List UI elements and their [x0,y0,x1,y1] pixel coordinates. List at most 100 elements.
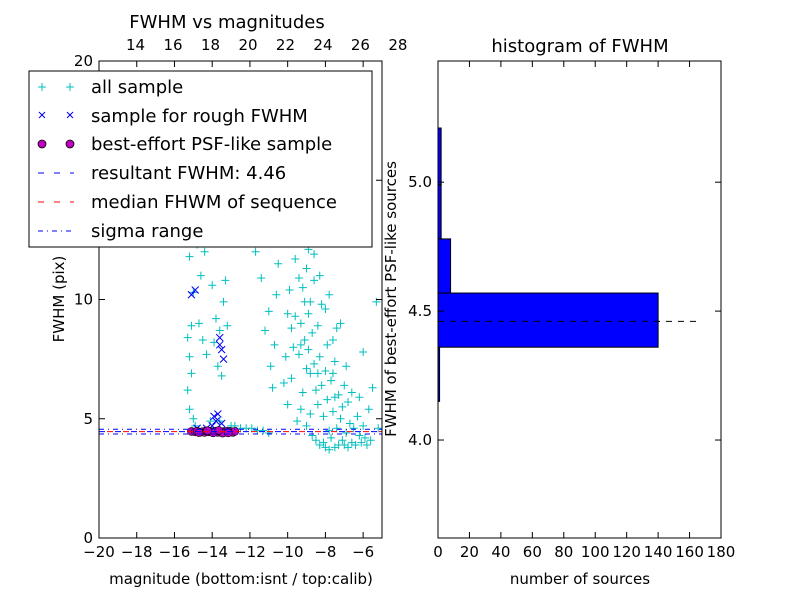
data-point [293,417,302,426]
x-tick-label: −8 [314,543,336,561]
data-point [355,393,364,402]
data-point [342,362,351,371]
data-point [257,274,266,283]
legend-entry-sigma: sigma range [38,221,203,242]
data-point [213,362,222,371]
data-point [183,333,192,342]
x-tick-label: 120 [612,543,641,561]
histogram-axes-frame [437,60,722,539]
data-point [313,369,322,378]
top-tick-label: 16 [163,36,182,54]
legend-box [28,70,373,248]
x-tick-label: 160 [675,543,704,561]
data-point [359,421,368,430]
top-tick-label: 20 [238,36,257,54]
data-point [353,412,362,421]
data-point [272,290,281,299]
data-point [210,412,218,421]
legend-marker-circle [37,139,75,149]
scatter-title: FWHM vs magnitudes [129,12,324,33]
data-point [270,340,279,349]
x-tick-label: −20 [83,543,115,561]
data-point [215,333,224,342]
data-point [302,264,311,273]
x-tick-label: −10 [272,543,304,561]
data-point [196,271,205,280]
data-point [198,336,207,345]
data-point [327,376,336,385]
data-point [261,326,270,335]
data-point [317,381,326,390]
data-point [325,426,334,435]
data-point [308,431,317,440]
y-tick-label: 20 [74,52,93,70]
x-tick-label: −6 [352,543,374,561]
data-point [319,438,328,447]
data-point [259,426,268,435]
legend-label: all sample [91,77,183,98]
data-point [208,281,217,290]
data-point [217,345,226,354]
data-point [251,247,260,256]
data-point [368,383,377,392]
data-point [310,250,319,259]
legend: all sample sample for rough FWHM best-ef… [28,70,373,248]
data-point [287,324,296,333]
x-tick-label: 140 [644,543,673,561]
data-point [366,436,375,445]
x-tick-label: 20 [460,543,479,561]
legend-label: best-effort PSF-like sample [91,134,332,155]
data-point [264,307,273,316]
top-tick-label: 18 [201,36,220,54]
data-point [183,386,192,395]
data-point [279,378,288,387]
data-point [191,286,200,294]
histogram-bar [437,292,659,348]
data-point [310,359,319,368]
data-point [215,340,224,349]
data-point [300,297,309,306]
histogram-bars [437,127,659,402]
data-point [323,395,332,404]
histogram-y-ticks: 4.0 4.5 5.0 [408,173,721,449]
data-point [319,412,328,421]
data-point [347,388,356,397]
data-point [221,276,230,285]
data-point [185,252,194,261]
data-point [285,285,294,294]
data-point [336,319,345,328]
histogram-panel: histogram of FWHM 0 20 40 60 80 100 120 140 160 1… [382,36,735,588]
data-point [291,254,300,263]
data-point [330,357,339,366]
data-point [342,429,351,438]
x-tick-label: 40 [491,543,510,561]
x-tick-label: 0 [433,543,443,561]
data-point [266,362,275,371]
data-point [281,352,290,361]
x-tick-label: −12 [234,543,266,561]
data-point [344,443,353,452]
data-point [302,421,311,430]
data-point [274,259,283,268]
data-point [287,374,296,383]
data-point [323,340,332,349]
x-tick-label: 60 [523,543,542,561]
data-point [185,405,194,414]
legend-entry-median: median FHWM of sequence [38,192,337,213]
y-tick-label: 4.5 [408,302,432,320]
scatter-x-ticks: −20 −18 −16 −14 −12 −10 −8 −6 [83,61,374,561]
data-point [364,405,373,414]
data-point [328,407,337,416]
data-point [202,350,211,359]
data-point [283,309,292,318]
top-tick-label: 26 [351,36,370,54]
scatter-panel: FWHM vs magnitudes −20 −18 −16 −14 −12 −10 −8−… [28,12,407,588]
legend-label: sample for rough FWHM [91,106,308,127]
data-point [194,428,204,437]
legend-entry-rough-sample: sample for rough FWHM [38,106,308,127]
legend-entry-psf-sample: best-effort PSF-like sample [37,134,332,155]
legend-marker-x [38,111,74,119]
data-point [302,364,311,373]
data-point [362,440,371,449]
data-point [345,419,354,428]
